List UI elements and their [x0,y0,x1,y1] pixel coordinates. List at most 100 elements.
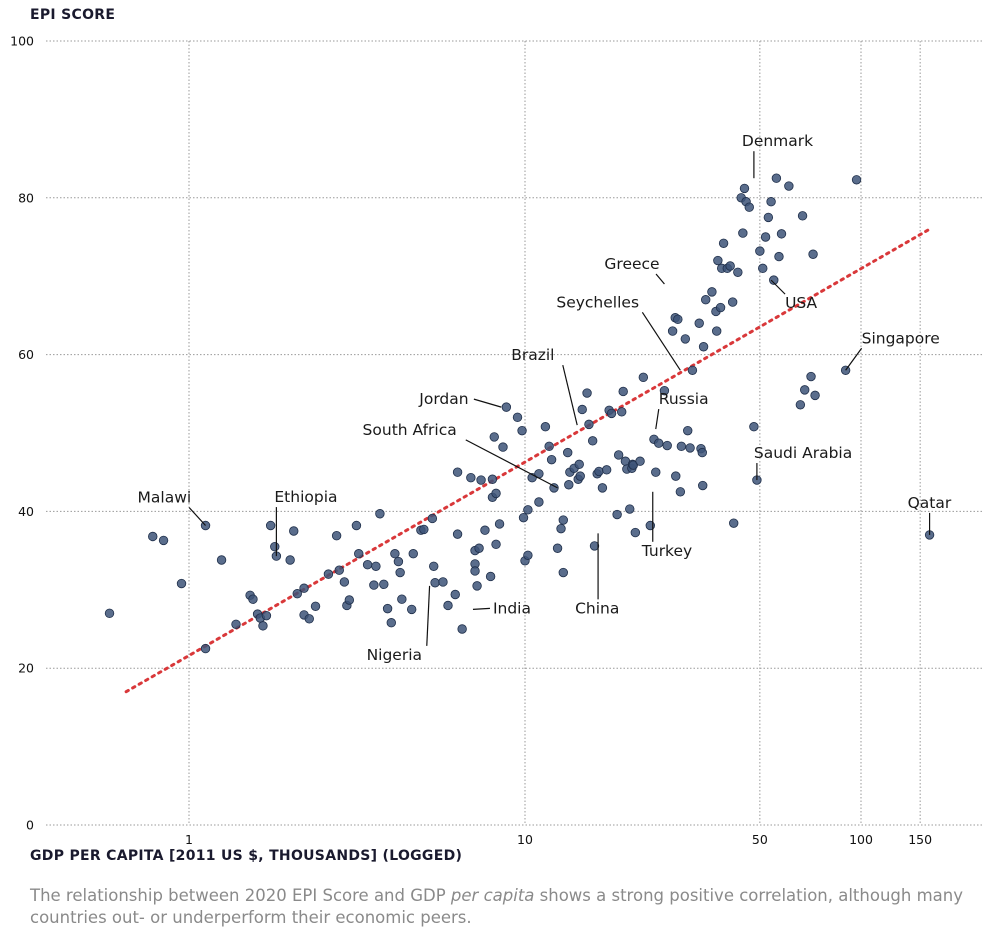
y-tick-label: 60 [18,347,34,362]
data-point [763,212,774,223]
data-point [485,571,496,582]
data-point [216,555,227,565]
caption-emphasis: per capita [450,886,535,905]
data-point [718,238,729,248]
data-point [659,385,670,396]
y-tick-label: 80 [18,190,34,205]
data-point [248,594,258,604]
data-point [523,550,533,561]
data-point [371,561,381,571]
data-point [289,526,299,536]
data-point [457,624,467,634]
data-point [390,549,400,559]
data-point [299,583,309,593]
data-point [466,472,476,483]
country-label: Nigeria [367,646,422,664]
data-point [625,504,635,514]
data-point [470,566,480,576]
data-point [558,515,568,525]
data-point [840,365,851,375]
data-point [292,589,302,599]
data-point [419,524,429,535]
data-point [808,249,818,259]
data-point [382,603,393,614]
data-point [491,539,501,550]
data-point [800,385,810,395]
data-point [687,365,698,375]
data-point [474,543,484,553]
data-point [148,531,158,542]
data-point [713,255,723,266]
data-point [546,454,557,465]
data-point [701,295,711,305]
data-point [393,556,404,567]
caption-text-1: The relationship between 2020 EPI Score … [30,886,451,905]
data-point [397,594,407,604]
leader-line [188,507,206,526]
data-point [450,589,460,600]
data-point [265,520,276,531]
data-point [769,275,779,285]
data-point [379,579,389,590]
data-point [494,519,505,529]
country-label: Russia [659,390,709,408]
data-point [671,471,681,481]
data-point [491,488,501,499]
data-point [597,483,608,493]
data-point [712,326,722,336]
data-point [487,474,498,484]
country-label: Seychelles [556,293,639,311]
data-point [258,621,268,631]
data-point [694,318,704,328]
data-point [351,520,362,531]
data-point [758,263,768,274]
data-point [698,342,709,352]
data-point [774,251,784,262]
data-point [744,202,754,212]
x-tick-label: 10 [517,832,533,847]
data-point [582,388,592,398]
data-point [270,541,280,552]
data-point [594,466,604,477]
leader-line [562,365,578,426]
leader-line [641,311,681,371]
data-point [323,569,334,579]
data-point [715,302,726,313]
data-point [638,372,649,383]
leader-line [473,398,502,408]
data-point [430,578,440,588]
country-label: Brazil [511,346,554,364]
data-point [549,483,559,493]
data-point [675,487,686,497]
data-point [176,578,187,589]
data-point [429,561,439,571]
data-point [285,555,295,565]
data-point [452,467,463,477]
country-labels: Denmark Greece Seychelles USA Singapore Brazi… [138,132,952,664]
data-point [498,442,508,452]
data-point [673,314,683,325]
trend-line-group [124,227,932,694]
data-point [386,618,396,628]
country-label: Denmark [742,132,813,150]
data-point [261,610,272,621]
data-point [231,619,241,629]
grid-lines [46,40,984,826]
data-point [587,436,598,446]
data-point [630,527,641,538]
x-tick-label: 150 [908,832,932,847]
data-point [472,581,482,591]
country-label: Malawi [138,489,192,507]
data-point [795,400,806,410]
data-point [755,246,765,256]
data-point [395,567,405,578]
data-point [662,440,672,451]
data-point [784,181,794,191]
data-point [331,531,342,541]
data-point [733,267,743,277]
trend-line [124,227,932,694]
data-point [738,228,748,238]
data-point [489,432,499,442]
data-point [606,408,617,419]
